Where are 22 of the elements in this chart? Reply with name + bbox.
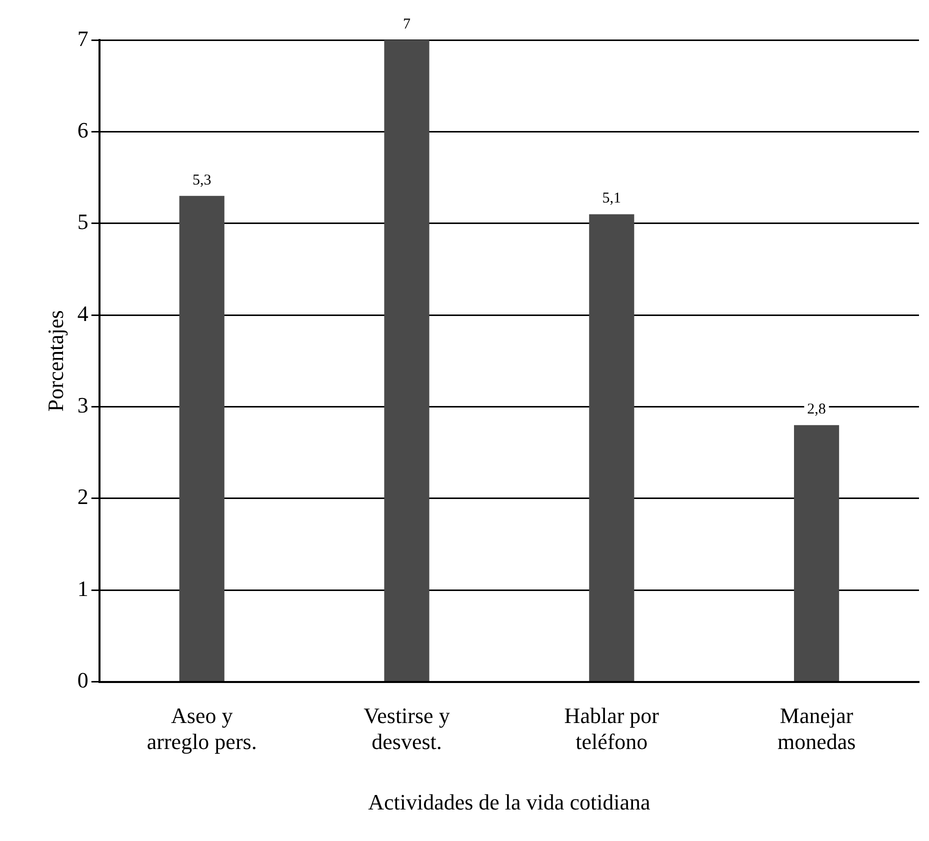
y-tick-label: 1 [77,576,88,601]
data-label: 5,1 [602,190,622,207]
bar [589,214,634,682]
y-tick-label: 2 [77,484,88,510]
x-tick-label: Hablar por teléfono [564,702,660,754]
data-label: 7 [403,16,411,32]
y-tick-label: 7 [77,26,88,51]
y-tick-label: 4 [77,300,88,326]
data-label: 5,3 [192,172,212,188]
bar [794,425,840,682]
x-axis-title: Actividades de la vida cotidiana [368,790,651,815]
y-axis-title: Porcentajes [42,310,68,412]
bar [384,40,430,682]
x-tick-label: Aseo y arreglo pers. [146,702,257,754]
y-tick-label: 5 [77,209,88,234]
bar [179,196,224,682]
y-tick-label: 6 [77,117,88,142]
y-tick-label: 0 [77,668,88,693]
data-label: 2,8 [807,402,826,418]
x-tick-label: Vestirse y desvest. [364,702,450,754]
x-tick-label: Manejar monedas [777,702,856,754]
y-tick-label: 3 [77,392,88,418]
